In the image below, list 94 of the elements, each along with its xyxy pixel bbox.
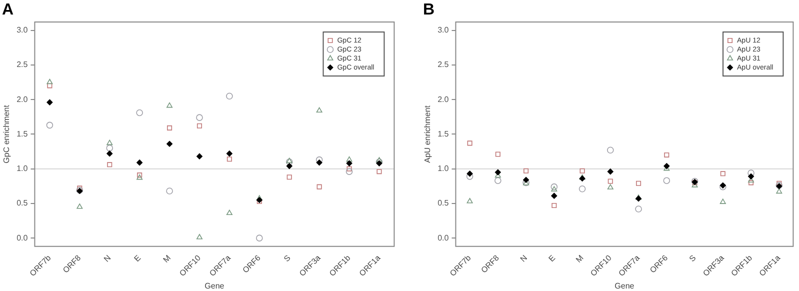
point bbox=[376, 157, 382, 162]
point bbox=[466, 198, 473, 204]
y-tick-label: 1.0 bbox=[438, 164, 450, 174]
point bbox=[607, 168, 614, 175]
point bbox=[166, 102, 173, 108]
x-tick-label: S bbox=[688, 253, 698, 264]
y-tick-label: 2.5 bbox=[438, 60, 450, 70]
point bbox=[196, 153, 202, 160]
chart-title: A bbox=[2, 1, 14, 18]
point bbox=[316, 184, 322, 190]
point bbox=[748, 180, 754, 186]
point bbox=[346, 160, 352, 166]
point bbox=[376, 169, 382, 174]
x-axis-title: Gene bbox=[614, 281, 635, 290]
point bbox=[226, 150, 232, 157]
x-tick-label: N bbox=[102, 253, 113, 264]
point bbox=[663, 177, 670, 184]
point bbox=[106, 144, 114, 152]
point bbox=[106, 140, 113, 146]
point bbox=[46, 78, 53, 84]
point bbox=[748, 170, 754, 176]
point bbox=[316, 160, 322, 166]
point bbox=[494, 169, 501, 176]
point bbox=[664, 152, 670, 158]
y-tick-label: 3.0 bbox=[438, 26, 450, 35]
y-tick-label: 2.5 bbox=[16, 60, 28, 70]
point bbox=[196, 123, 202, 128]
point bbox=[346, 156, 352, 162]
point bbox=[495, 152, 500, 157]
x-axis-title: Gene bbox=[204, 281, 225, 290]
point bbox=[636, 180, 642, 186]
y-tick-label: 1.5 bbox=[438, 129, 450, 138]
point bbox=[608, 178, 613, 184]
point bbox=[136, 160, 143, 166]
point bbox=[166, 140, 173, 147]
y-tick-label: 2.0 bbox=[16, 94, 28, 104]
point bbox=[167, 125, 172, 130]
point bbox=[346, 168, 353, 175]
point bbox=[166, 188, 173, 194]
point bbox=[494, 177, 502, 184]
y-tick-label: 3.0 bbox=[16, 26, 28, 35]
point bbox=[136, 109, 143, 116]
point bbox=[107, 162, 112, 168]
point bbox=[551, 186, 558, 192]
y-tick-label: 0.0 bbox=[16, 233, 28, 242]
y-tick-label: 0.5 bbox=[438, 198, 450, 208]
point bbox=[196, 114, 203, 121]
chart-title: B bbox=[423, 1, 435, 18]
point bbox=[196, 234, 202, 240]
y-tick-label: 2.0 bbox=[438, 94, 450, 104]
y-tick-label: 0.0 bbox=[438, 233, 450, 242]
point bbox=[748, 173, 754, 180]
point bbox=[46, 122, 54, 129]
y-axis-title: ApU enrichment bbox=[423, 104, 432, 163]
point bbox=[466, 170, 473, 177]
point bbox=[607, 184, 614, 190]
point bbox=[552, 203, 557, 208]
x-tick-label: M bbox=[161, 253, 173, 264]
point bbox=[466, 173, 474, 180]
point bbox=[77, 186, 82, 191]
x-tick-label: M bbox=[574, 253, 586, 264]
y-tick-label: 1.0 bbox=[16, 164, 28, 174]
point bbox=[226, 92, 233, 100]
point bbox=[316, 107, 322, 113]
point bbox=[580, 168, 585, 174]
y-axis-title: GpC enrichment bbox=[2, 104, 12, 164]
y-tick-label: 1.5 bbox=[16, 129, 28, 138]
point bbox=[286, 163, 292, 170]
point bbox=[47, 83, 52, 88]
point bbox=[76, 204, 83, 209]
point bbox=[46, 99, 53, 106]
point bbox=[635, 206, 642, 212]
x-tick-label: E bbox=[132, 253, 143, 264]
point bbox=[776, 180, 782, 186]
point bbox=[286, 174, 292, 180]
point bbox=[256, 234, 263, 242]
point bbox=[106, 150, 113, 157]
point bbox=[550, 183, 558, 190]
y-tick-label: 0.5 bbox=[16, 198, 28, 208]
point bbox=[346, 166, 352, 172]
point bbox=[226, 156, 232, 162]
point bbox=[720, 171, 726, 176]
point bbox=[720, 198, 726, 204]
point bbox=[776, 188, 782, 194]
point bbox=[551, 192, 558, 199]
point bbox=[523, 176, 530, 183]
point bbox=[524, 168, 529, 174]
x-tick-label: N bbox=[518, 253, 530, 264]
point bbox=[226, 210, 232, 216]
point bbox=[607, 146, 614, 154]
point bbox=[578, 186, 586, 192]
x-tick-label: E bbox=[546, 253, 558, 264]
x-tick-label: S bbox=[282, 253, 292, 264]
point bbox=[467, 140, 472, 146]
